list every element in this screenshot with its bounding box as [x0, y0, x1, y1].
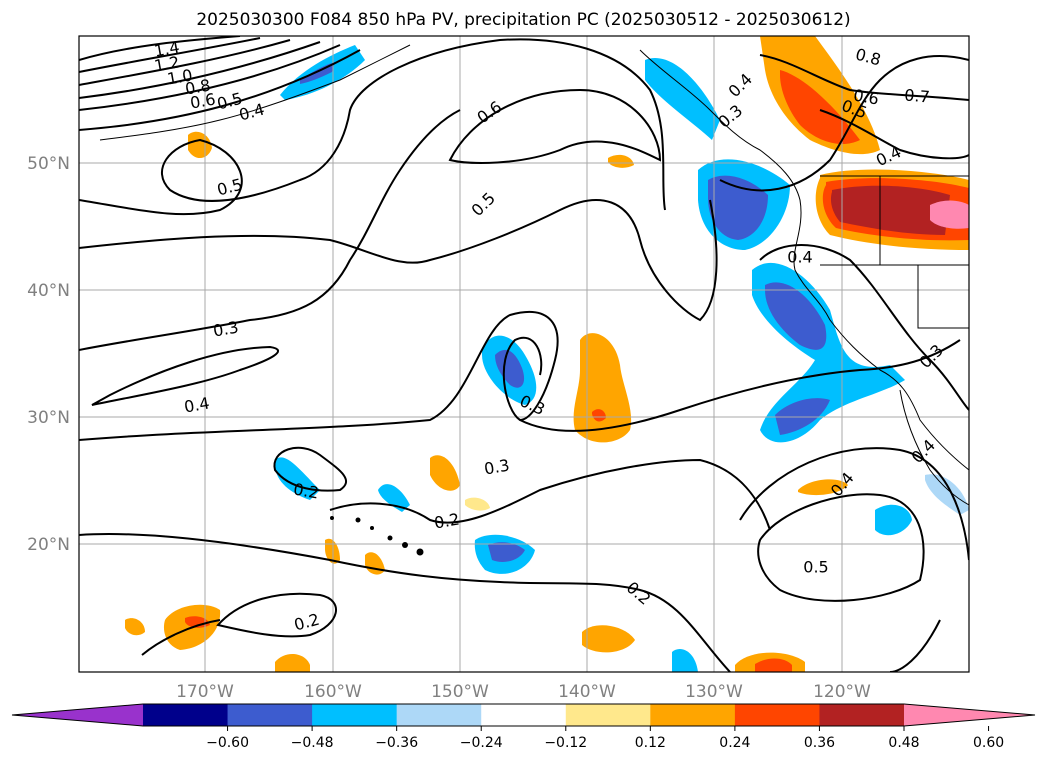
colorbar-tick-label: −0.48 [291, 735, 334, 751]
precipitation-shading [125, 36, 969, 672]
shade-pos-inland-peak [930, 200, 969, 229]
colorbar-tick-label: 0.36 [804, 735, 835, 751]
contour-label: 0.3 [916, 341, 947, 372]
colorbar-segment [227, 704, 313, 726]
contour-label: 0.3 [212, 317, 240, 340]
colorbar-tick-label: −0.12 [544, 735, 587, 751]
shade-pos-south-b [582, 625, 635, 653]
shade-pos-mexico [798, 479, 848, 496]
contour-label: 0.5 [468, 189, 499, 220]
lon-tick-170w: 170°W [176, 682, 234, 702]
contour-label: 0.6 [852, 85, 880, 108]
lat-tick-20: 20°N [27, 535, 70, 555]
shade-neg-small [672, 649, 698, 672]
colorbar-segment [650, 704, 736, 726]
contour-label: 0.2 [292, 479, 320, 502]
map-title: 2025030300 F084 850 hPa PV, precipitatio… [196, 10, 851, 30]
shade-pos-south-c-core [755, 658, 792, 672]
contour-label: 0.4 [183, 393, 211, 416]
colorbar-outline [11, 703, 1036, 727]
colorbar-segment [819, 704, 905, 726]
colorbar-segment [734, 704, 820, 726]
contour-label: 0.6 [189, 89, 217, 112]
colorbar-tick-label: 0.24 [719, 735, 750, 751]
contour-label: 0.2 [623, 578, 655, 609]
map-frame [78, 35, 970, 673]
contour-label: 0.5 [803, 558, 828, 577]
contour-label: 0.2 [292, 610, 322, 635]
lon-tick-130w: 130°W [685, 682, 743, 702]
colorbar-tick-label: 0.60 [973, 735, 1004, 751]
longitude-axis: 170°W 160°W 150°W 140°W 130°W 120°W [176, 682, 871, 702]
shade-neg-california-core [765, 282, 827, 350]
shade-neg-mexico [875, 504, 912, 536]
lat-tick-50: 50°N [27, 154, 70, 174]
contour-label: 0.4 [725, 70, 756, 101]
colorbar-segment [481, 704, 567, 726]
contour-label: 0.4 [908, 436, 939, 467]
shade-pos-small-mid [608, 154, 634, 168]
colorbar-segment [143, 704, 229, 726]
shade-neg-baja-south [925, 474, 969, 515]
colorbar-tick-label: −0.24 [460, 735, 503, 751]
colorbar-extend-low [12, 704, 143, 726]
shade-neg-bc-coast [645, 58, 720, 140]
contour-label: 0.3 [715, 101, 747, 132]
lat-tick-40: 40°N [27, 281, 70, 301]
colorbar-tick-label: 0.48 [888, 735, 919, 751]
latitude-axis: 50°N 40°N 30°N 20°N [27, 154, 70, 555]
contour-label: 0.7 [904, 85, 931, 106]
colorbar: −0.60 −0.48 −0.36 −0.24 −0.12 0.12 0.24 0.36 0.4… [11, 703, 1036, 751]
shade-pos-central-core [592, 409, 606, 422]
colorbar-tick-label: −0.36 [375, 735, 418, 751]
colorbar-tick-label: −0.60 [206, 735, 249, 751]
contour-label: 0.8 [184, 75, 212, 98]
shade-pos-hawaii-c [365, 552, 385, 575]
colorbar-segment [396, 704, 482, 726]
contour-label: 0.5 [215, 175, 245, 200]
shade-neg-hawaii-east-core [488, 542, 525, 562]
shade-neg-central-core [495, 349, 525, 388]
lon-tick-140w: 140°W [558, 682, 616, 702]
shade-pos-central [573, 333, 632, 443]
lon-tick-160w: 160°W [304, 682, 362, 702]
contour-label: 1.2 [153, 52, 181, 75]
lon-tick-120w: 120°W [813, 682, 871, 702]
shade-pos-small-n [188, 131, 212, 159]
pv-contours [79, 36, 969, 672]
colorbar-extend-high [904, 704, 1035, 726]
shade-pos-sw-small [125, 618, 145, 636]
shade-pos-inland-core [830, 185, 950, 235]
contour-label: 1.4 [153, 37, 181, 60]
contour-label: 0.8 [854, 45, 884, 70]
contour-label: 0.6 [474, 97, 506, 127]
shade-pos-southwest-core [185, 616, 210, 628]
shade-neg-pnw-core [708, 175, 768, 240]
contour-label: 1.0 [166, 65, 194, 88]
colorbar-tick-label: 0.12 [635, 735, 666, 751]
shade-pos-northeast-core [780, 70, 860, 145]
contour-label: 0.4 [787, 248, 812, 267]
shade-pos-hawaii-a [430, 455, 460, 491]
colorbar-segment [312, 704, 398, 726]
hawaii-islands [330, 516, 424, 556]
coastlines [99, 44, 969, 506]
colorbar-segment [565, 704, 651, 726]
contour-label: 0.3 [483, 455, 511, 478]
shade-pos-south-a [275, 654, 310, 672]
lon-tick-150w: 150°W [431, 682, 489, 702]
shade-neg-hawaii-north [378, 484, 410, 512]
graticule [79, 36, 969, 672]
contour-label: 0.2 [433, 509, 461, 532]
lat-tick-30: 30°N [27, 408, 70, 428]
shade-pos-hawaii-d [465, 497, 490, 511]
